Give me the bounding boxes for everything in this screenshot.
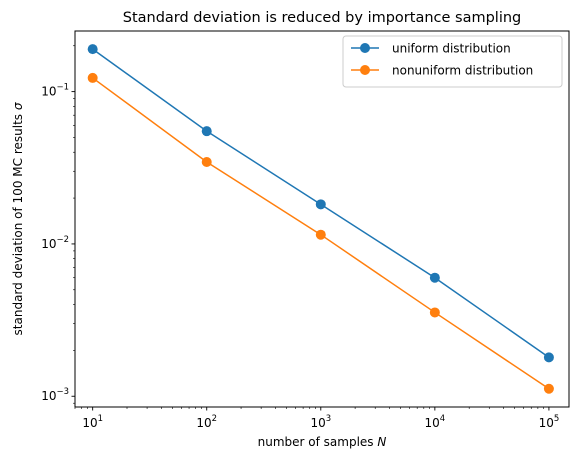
x-tick-label: 104 [425, 414, 446, 430]
data-point [543, 383, 554, 394]
data-point [429, 272, 440, 283]
x-tick-label: 105 [539, 414, 560, 430]
legend-label-nonuniform: nonuniform distribution [392, 64, 533, 78]
data-point [315, 229, 326, 240]
x-tick-label: 101 [82, 414, 103, 430]
x-tick-label: 103 [310, 414, 331, 430]
y-tick-label: 10−2 [41, 235, 69, 251]
x-axis-label: number of samples N [258, 435, 387, 449]
x-axis: 101 102 103 104 105 [74, 407, 560, 430]
data-point [87, 72, 98, 83]
y-axis: 10−1 10−2 10−3 [41, 45, 75, 404]
y-tick-label: 10−3 [41, 387, 69, 403]
legend: uniform distribution nonuniform distribu… [342, 35, 563, 88]
chart-title: Standard deviation is reduced by importa… [123, 10, 522, 26]
legend-marker-uniform [360, 43, 370, 53]
legend-label-uniform: uniform distribution [392, 42, 511, 56]
plot-content [87, 44, 554, 394]
data-point [429, 307, 440, 318]
data-point [315, 199, 326, 210]
data-point [543, 352, 554, 363]
y-axis-label: standard deviation of 100 MC results σ [11, 102, 25, 335]
legend-box [342, 35, 563, 88]
legend-marker-nonuniform [360, 65, 370, 75]
data-point [201, 157, 212, 168]
y-tick-label: 10−1 [41, 83, 69, 99]
x-tick-label: 102 [196, 414, 217, 430]
plot-frame [74, 30, 570, 408]
data-point [87, 44, 98, 55]
data-point [201, 126, 212, 137]
